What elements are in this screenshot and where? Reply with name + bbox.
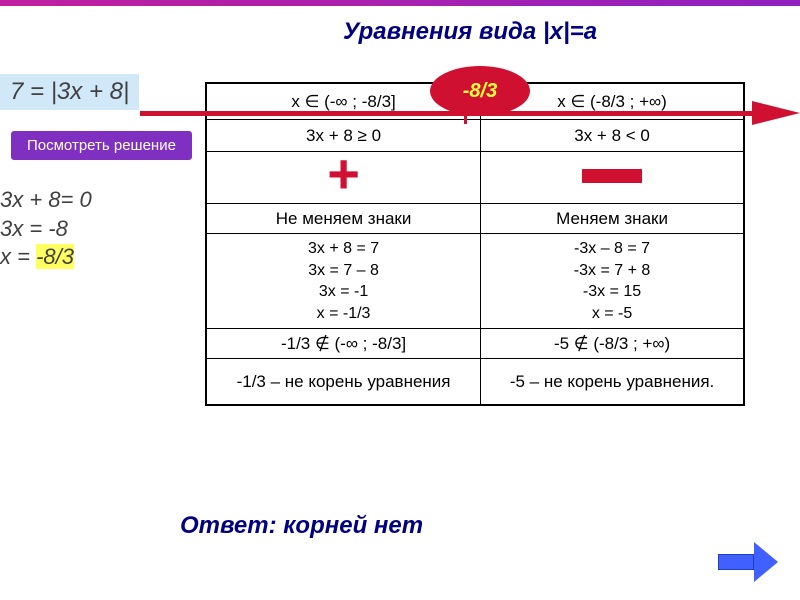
cell-sign-plus: +: [207, 152, 481, 204]
table-row-label: Не меняем знаки Меняем знаки: [207, 204, 744, 234]
table-row-solve: 3x + 8 = 7 3x = 7 – 8 3x = -1 x = -1/3 -…: [207, 234, 744, 329]
cell-check-left: -1/3 ∉ (-∞ ; -8/3]: [207, 329, 481, 359]
cell-check-right: -5 ∉ (-8/3 ; +∞): [481, 329, 744, 359]
working-steps: 3x + 8= 0 3x = -8 x = -8/3: [0, 186, 92, 272]
cell-solve-right: -3x – 8 = 7 -3x = 7 + 8 -3x = 15 x = -5: [481, 234, 744, 329]
number-line-shaft: [140, 111, 752, 116]
equation-box: 7 = |3x + 8|: [0, 74, 139, 110]
table-row-condition: 3x + 8 ≥ 0 3x + 8 < 0: [207, 120, 744, 152]
view-solution-button[interactable]: Посмотреть решение: [10, 130, 193, 161]
page-title: Уравнения вида |x|=a: [140, 6, 800, 50]
highlighted-result: -8/3: [36, 244, 74, 269]
working-line-3: x = -8/3: [0, 243, 92, 272]
table-row-conclusion: -1/3 – не корень уравнения -5 – не корен…: [207, 359, 744, 405]
minus-icon: [582, 169, 642, 183]
critical-point-marker: -8/3: [430, 66, 530, 116]
cell-cond-right: 3x + 8 < 0: [481, 120, 744, 152]
cell-label-left: Не меняем знаки: [207, 204, 481, 234]
next-button[interactable]: [718, 542, 778, 582]
case-table: x ∈ (-∞ ; -8/3] x ∈ (-8/3 ; +∞) 3x + 8 ≥…: [205, 82, 745, 406]
working-line-2: 3x = -8: [0, 215, 92, 244]
number-line-arrow-icon: [752, 101, 800, 125]
answer-text: Ответ: корней нет: [180, 512, 423, 540]
cell-label-right: Меняем знаки: [481, 204, 744, 234]
cell-solve-left: 3x + 8 = 7 3x = 7 – 8 3x = -1 x = -1/3: [207, 234, 481, 329]
working-line-1: 3x + 8= 0: [0, 186, 92, 215]
plus-icon: +: [327, 142, 360, 205]
table-row-check: -1/3 ∉ (-∞ ; -8/3] -5 ∉ (-8/3 ; +∞): [207, 329, 744, 359]
table-row-sign: +: [207, 152, 744, 204]
cell-concl-right: -5 – не корень уравнения.: [481, 359, 744, 405]
cell-sign-minus: [481, 152, 744, 204]
arrow-right-icon-head: [754, 542, 778, 582]
arrow-right-icon-shaft: [718, 554, 754, 570]
cell-concl-left: -1/3 – не корень уравнения: [207, 359, 481, 405]
